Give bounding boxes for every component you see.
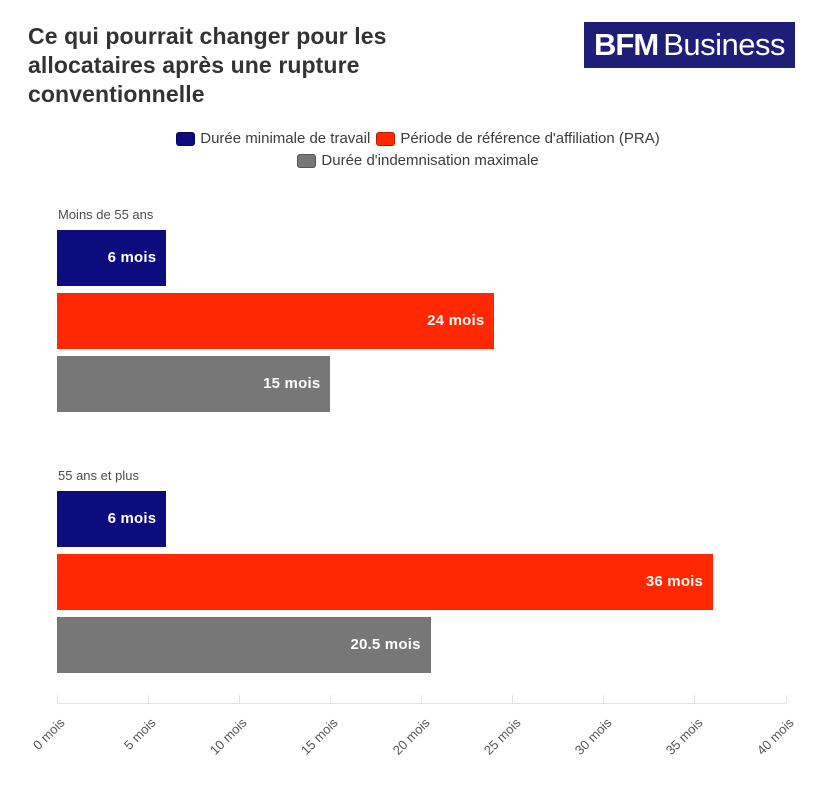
bar-value-label: 24 mois [427,312,485,330]
axis-tick-label: 35 mois [662,714,706,758]
axis-tick-mark [147,694,149,703]
legend-item: Période de référence d'affiliation (PRA) [376,129,660,149]
bar: 20.5 mois [57,616,431,673]
legend-item: Durée minimale de travail [176,129,370,149]
axis-tick-label: 25 mois [480,714,524,758]
logo-text-light: Business [663,27,785,62]
axis-tick-mark [785,694,787,703]
legend-swatch-icon [376,131,396,146]
bar: 6 mois [57,229,167,286]
axis-tick-label: 10 mois [207,714,250,758]
header: Ce qui pourrait changer pour les allocat… [0,0,836,109]
logo-text-bold: BFM [594,27,659,62]
axis-tick-mark [421,694,422,703]
legend-label: Période de référence d'affiliation (PRA) [400,130,660,148]
bar-row: 24 mois [57,292,786,349]
bfm-business-logo: BFM Business [584,22,795,68]
bar-value-label: 6 mois [107,249,157,267]
legend-label: Durée minimale de travail [200,130,371,148]
chart-title: Ce qui pourrait changer pour les allocat… [28,23,387,107]
bar-group: Moins de 55 ans 6 mois 24 mois 15 mois [57,207,786,412]
axis-tick-mark [603,694,605,703]
axis-tick-label: 40 mois [753,714,797,758]
bar-row: 6 mois [57,229,786,286]
legend-swatch-icon [297,153,317,168]
axis-tick-label: 5 mois [121,714,159,753]
bar-row: 20.5 mois [57,616,786,673]
axis-tick-mark [329,694,331,703]
axis-tick-label: 20 mois [389,714,433,758]
bar: 24 mois [57,292,495,349]
legend-label: Durée d'indemnisation maximale [321,152,539,170]
bar: 15 mois [57,355,331,412]
bar-value-label: 6 mois [107,510,157,528]
bar-chart: Moins de 55 ans 6 mois 24 mois 15 mois 55 an… [57,207,786,673]
bar-value-label: 36 mois [645,573,704,591]
bar: 36 mois [57,553,714,610]
axis-tick-label: 0 mois [29,714,68,753]
bar-value-label: 20.5 mois [350,636,421,654]
bar: 6 mois [57,490,167,547]
axis-tick-mark [238,694,240,703]
legend-swatch-icon [176,131,196,146]
axis-tick-label: 15 mois [298,714,341,758]
chart-legend: Durée minimale de travail Période de réfé… [58,129,778,171]
axis-tick-mark [694,694,696,703]
legend-item: Durée d'indemnisation maximale [297,151,539,171]
axis-tick-mark [512,694,514,703]
bar-row: 15 mois [57,355,786,412]
axis-tick-mark [56,694,58,703]
bar-row: 36 mois [57,553,786,610]
bar-group: 55 ans et plus 6 mois 36 mois 20.5 mois [57,468,786,673]
x-axis: 0 mois 5 mois 10 mois 15 mois 20 mois 25 mois… [30,694,797,785]
bar-row: 6 mois [57,490,786,547]
axis-tick-label: 30 mois [571,714,615,758]
bar-value-label: 15 mois [263,375,321,393]
group-label: Moins de 55 ans [58,206,154,222]
group-label: 55 ans et plus [58,467,139,483]
x-axis-line [57,702,786,704]
